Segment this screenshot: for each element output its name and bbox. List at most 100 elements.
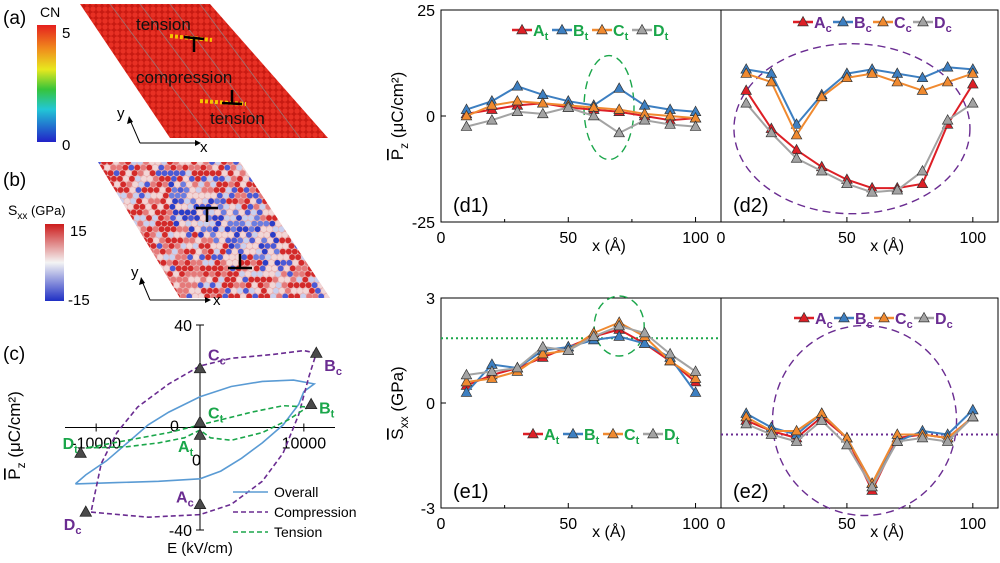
stress-atom: [341, 210, 347, 216]
stress-atom: [189, 248, 196, 255]
stress-atom: [302, 226, 309, 233]
stress-atom: [133, 203, 140, 210]
stress-atom: [119, 282, 126, 289]
stress-atom: [338, 277, 344, 283]
stress-atom: [108, 181, 115, 188]
stress-atom: [181, 265, 188, 272]
stress-atom: [240, 181, 247, 188]
stress-atom: [314, 164, 321, 171]
stress-atom: [154, 198, 161, 205]
stress-atom: [315, 187, 322, 193]
stress-atom: [186, 192, 193, 199]
sxx-colorbar-min: -15: [68, 292, 90, 309]
stress-atom: [196, 259, 203, 266]
stress-atom: [255, 175, 261, 182]
stress-atom: [291, 287, 297, 294]
stress-atom: [293, 170, 300, 177]
stress-atom: [98, 175, 99, 182]
stress-atom: [326, 226, 330, 233]
stress-atom: [323, 271, 329, 277]
stress-atom: [340, 198, 346, 204]
stress-atom: [168, 181, 175, 188]
stress-atom: [306, 181, 313, 188]
panel-d1-point-D: [460, 120, 473, 131]
stress-atom: [172, 259, 179, 266]
stress-atom: [123, 175, 129, 182]
stress-atom: [178, 259, 185, 266]
stress-atom: [100, 259, 107, 266]
stress-atom: [184, 198, 191, 205]
stress-atom: [182, 226, 189, 233]
stress-atom: [296, 215, 302, 221]
panel-e2-point-D: [916, 431, 929, 443]
stress-atom: [115, 254, 121, 261]
stress-atom: [248, 215, 254, 221]
stress-atom: [118, 198, 124, 205]
stress-atom: [309, 248, 316, 255]
stress-atom: [326, 276, 330, 283]
panel-d2-point-C: [740, 67, 753, 78]
sxx-colorbar-max: 15: [70, 223, 87, 240]
stress-atom: [175, 203, 182, 210]
stress-atom: [275, 271, 281, 277]
stress-atom: [308, 164, 315, 171]
stress-atom: [113, 170, 120, 177]
stress-atom: [158, 215, 164, 221]
panel-d1-panel-label: (d1): [453, 195, 489, 217]
stress-atom: [98, 271, 101, 277]
stress-atom: [297, 175, 303, 182]
stress-atom: [289, 203, 296, 210]
stress-dislocation-top: [196, 206, 218, 222]
stress-atom: [321, 287, 327, 294]
stress-atom: [306, 231, 312, 238]
stress-atom: [119, 271, 125, 277]
stress-atom: [107, 282, 114, 289]
stress-atom: [281, 162, 287, 165]
stress-atom: [281, 220, 288, 227]
panel-e1-x-tick-label: 50: [559, 516, 577, 533]
stress-atom: [306, 243, 313, 249]
stress-atom: [278, 276, 285, 283]
stress-atom: [227, 170, 234, 177]
stress-atom: [192, 293, 199, 298]
stress-atom: [291, 237, 298, 244]
stress-atom: [170, 276, 177, 283]
stress-atom: [217, 254, 224, 261]
panel-e2-legend-label-D: Dc: [935, 311, 953, 331]
stress-atom: [244, 209, 251, 216]
stress-atom: [300, 181, 307, 188]
stress-atom: [320, 276, 327, 283]
stress-atom: [311, 162, 317, 165]
stress-atom: [273, 248, 280, 255]
panel-e1-legend-label-A: At: [544, 427, 560, 447]
panel-a: (a) CN 5 0 tension compression tension x: [3, 3, 328, 156]
stress-atom: [249, 248, 256, 255]
stress-atom: [255, 287, 261, 294]
stress-atom: [116, 276, 123, 283]
panel-d2-point-A: [916, 177, 929, 189]
stress-atom: [267, 175, 273, 182]
stress-atom: [163, 254, 170, 261]
c-x-axis-label: E (kV/cm): [167, 540, 233, 557]
stress-atom: [185, 282, 192, 289]
stress-atom: [223, 203, 230, 210]
stress-atom: [138, 293, 145, 298]
stress-atom: [324, 243, 330, 249]
stress-atom: [128, 164, 135, 171]
panel-e2-x-tick-label: 0: [717, 516, 726, 533]
stress-atom: [251, 271, 257, 277]
panel-e2-series-C: [745, 412, 974, 485]
stress-atom: [284, 215, 290, 221]
stress-atom: [145, 265, 152, 272]
stress-atom: [263, 282, 270, 289]
stress-atom: [337, 243, 343, 249]
stress-atom: [103, 203, 110, 210]
stress-atom: [287, 220, 294, 227]
stress-atom: [203, 162, 209, 165]
stress-atom: [174, 231, 180, 238]
stress-atom: [339, 226, 345, 232]
panel-e1-legend-label-D: Dt: [664, 427, 680, 447]
stress-atom: [327, 187, 330, 193]
stress-atom: [305, 170, 312, 177]
stress-atom: [161, 282, 168, 289]
